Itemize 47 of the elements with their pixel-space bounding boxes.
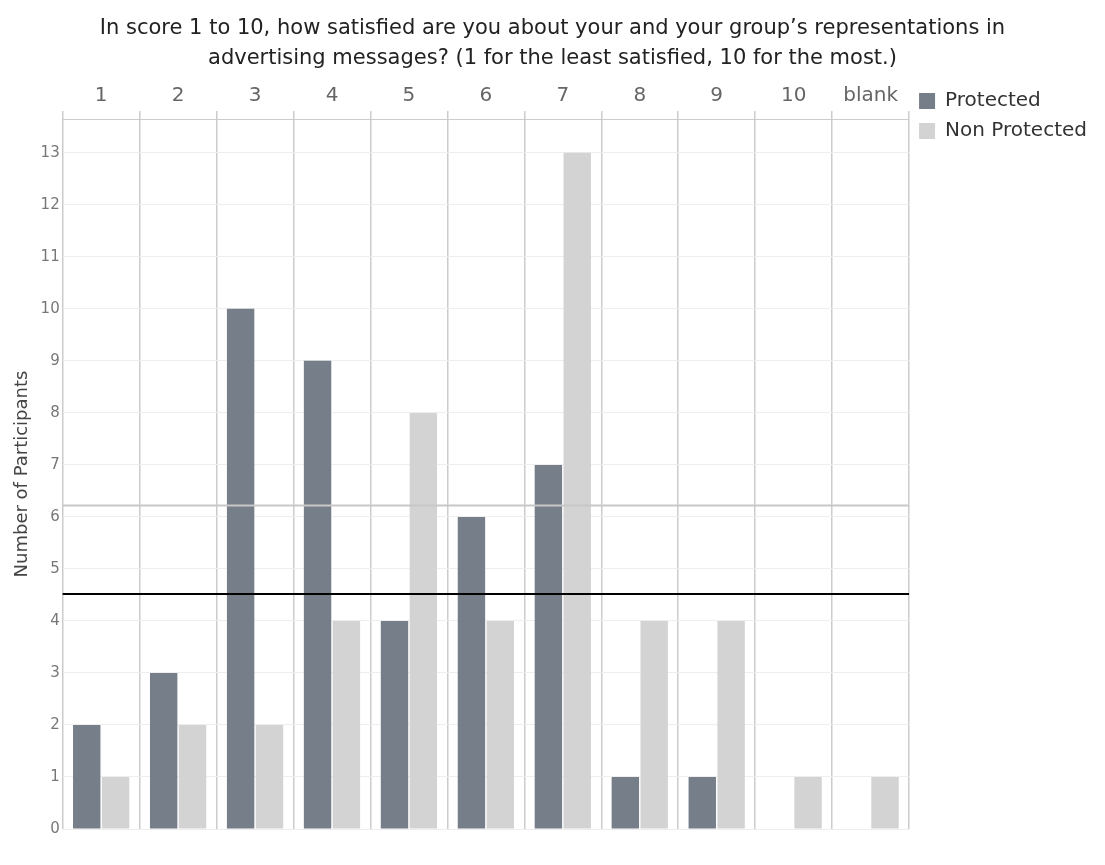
bar	[486, 620, 514, 829]
y-tick-label: 9	[50, 350, 60, 369]
x-tick-label: 3	[248, 82, 262, 107]
bar	[871, 776, 899, 829]
bar	[611, 776, 640, 829]
bar	[101, 776, 130, 829]
y-tick-label: 12	[40, 194, 60, 213]
y-tick-label: 13	[40, 142, 60, 161]
x-tick-label: blank	[843, 82, 899, 107]
bar	[332, 620, 361, 829]
legend-label: Protected	[945, 87, 1041, 112]
x-tick-label: 8	[633, 82, 647, 107]
y-tick-label: 8	[50, 402, 60, 421]
y-tick-label: 10	[40, 298, 60, 317]
y-tick-label: 11	[40, 246, 60, 265]
y-tick-label: 7	[50, 454, 60, 473]
x-tick-label: 6	[479, 82, 493, 107]
bar	[794, 776, 822, 829]
y-tick-label: 0	[50, 818, 60, 837]
x-tick-label: 2	[171, 82, 185, 107]
bar	[534, 464, 563, 829]
y-tick-label: 6	[50, 506, 60, 525]
x-tick-label: 7	[556, 82, 570, 107]
bar	[688, 776, 716, 829]
x-tick-label: 9	[710, 82, 724, 107]
bar	[380, 620, 409, 829]
y-axis-title: Number of Participants	[10, 370, 32, 578]
x-tick-label: 4	[325, 82, 339, 107]
x-tick-label: 1	[94, 82, 108, 107]
bar	[178, 724, 207, 829]
y-tick-label: 2	[50, 714, 60, 733]
bar	[457, 516, 486, 829]
bar	[640, 620, 668, 829]
bar	[226, 308, 255, 829]
y-tick-label: 5	[50, 558, 60, 577]
y-tick-label: 3	[50, 662, 60, 681]
bar	[255, 724, 284, 829]
x-tick-label: 5	[402, 82, 416, 107]
y-tick-label: 4	[50, 610, 60, 629]
legend-label: Non Protected	[945, 117, 1088, 142]
y-tick-label: 1	[50, 766, 60, 785]
bar	[717, 620, 745, 829]
bar	[303, 360, 332, 829]
chart-title: In score 1 to 10, how satisfied are you about your and your group’s representations in advertising messages? (1 for the least satisfied, 10 for the most.)	[98, 14, 1007, 72]
bar	[73, 724, 101, 829]
x-tick-label: 10	[780, 82, 807, 107]
bar	[149, 672, 178, 829]
